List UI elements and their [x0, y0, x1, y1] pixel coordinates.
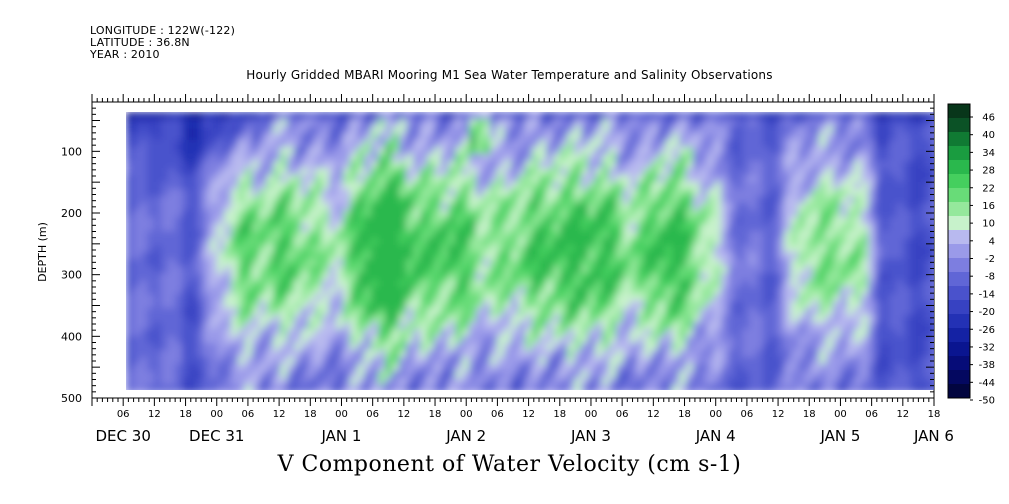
velocity-field: [126, 112, 934, 390]
colorbar-swatch: [948, 314, 970, 329]
axis-ticks: 06 12 18 00 06 12 18 00 06 12 18 00 06 12 18 00 06 12 18 00…: [61, 94, 954, 445]
y-tick-label: 200: [61, 207, 82, 220]
x-tick-label: 00: [210, 409, 223, 420]
colorbar-swatch: [948, 230, 970, 245]
colorbar-swatch: [948, 174, 970, 189]
x-tick-label: 12: [273, 409, 286, 420]
x-tick-label: 12: [397, 409, 410, 420]
colorbar-swatch: [948, 188, 970, 203]
x-day-label: DEC 31: [189, 427, 244, 445]
x-tick-label: 18: [928, 409, 941, 420]
x-tick-label: 18: [553, 409, 566, 420]
x-tick-label: 06: [616, 409, 629, 420]
colorbar-label: 46: [982, 113, 995, 124]
chart-plot: 06 12 18 00 06 12 18 00 06 12 18 00 06 12 18 00 06 12 18 00…: [36, 94, 995, 445]
colorbar-label: -32: [979, 342, 995, 353]
x-day-label: JAN 3: [570, 427, 611, 445]
x-tick-label: 18: [179, 409, 192, 420]
colorbar-swatch: [948, 160, 970, 175]
colorbar-label: 40: [982, 130, 995, 141]
colorbar-swatch: [948, 216, 970, 231]
colorbar-label: -8: [985, 272, 995, 283]
longitude-label: LONGITUDE : 122W(-122): [90, 24, 236, 37]
x-day-label: JAN 1: [320, 427, 361, 445]
colorbar: 46 40 34 28 22 16 10 4 -2 -8 -14 -20 -26 -32 -38 -44 -50: [947, 103, 995, 407]
year-label: YEAR : 2010: [90, 48, 160, 61]
y-tick-label: 100: [61, 145, 82, 158]
x-tick-label: 00: [460, 409, 473, 420]
x-day-label: JAN 2: [445, 427, 486, 445]
colorbar-swatch: [948, 300, 970, 315]
colorbar-label: 28: [982, 166, 995, 177]
x-tick-label: 06: [242, 409, 255, 420]
chart-title: Hourly Gridded MBARI Mooring M1 Sea Wate…: [246, 68, 773, 82]
colorbar-label: -2: [985, 254, 995, 265]
y-axis-label: DEPTH (m): [36, 222, 49, 282]
x-day-label: JAN 6: [913, 427, 954, 445]
variable-label: V Component of Water Velocity (cm s-1): [277, 452, 742, 477]
latitude-label: LATITUDE : 36.8N: [90, 36, 190, 49]
colorbar-swatch: [948, 384, 970, 399]
x-tick-label: 06: [741, 409, 754, 420]
colorbar-label: -14: [979, 289, 995, 300]
x-tick-label: 06: [491, 409, 504, 420]
y-tick-label: 400: [61, 330, 82, 343]
colorbar-label: 16: [982, 201, 995, 212]
x-tick-label: 12: [522, 409, 535, 420]
x-tick-label: 00: [709, 409, 722, 420]
x-day-label: JAN 5: [819, 427, 860, 445]
colorbar-label: 10: [982, 219, 995, 230]
colorbar-swatch: [948, 132, 970, 147]
x-tick-label: 18: [803, 409, 816, 420]
colorbar-swatch: [948, 118, 970, 133]
colorbar-swatch: [948, 202, 970, 217]
x-tick-label: 18: [304, 409, 317, 420]
colorbar-label: -50: [979, 396, 995, 407]
x-tick-label: 00: [335, 409, 348, 420]
x-tick-label: 18: [678, 409, 691, 420]
colorbar-swatch: [948, 356, 970, 371]
colorbar-swatch: [948, 342, 970, 357]
y-tick-label: 500: [61, 392, 82, 405]
colorbar-label: -44: [979, 378, 995, 389]
x-day-label: DEC 30: [96, 427, 151, 445]
x-tick-label: 06: [366, 409, 379, 420]
x-day-label: JAN 4: [695, 427, 736, 445]
x-tick-label: 00: [834, 409, 847, 420]
x-tick-label: 12: [896, 409, 909, 420]
colorbar-swatch: [948, 328, 970, 343]
colorbar-swatch: [948, 104, 970, 119]
colorbar-swatch: [948, 258, 970, 273]
x-tick-label: 06: [865, 409, 878, 420]
x-tick-label: 12: [647, 409, 660, 420]
colorbar-label: 4: [989, 236, 995, 247]
colorbar-swatch: [948, 244, 970, 259]
colorbar-label: -26: [979, 325, 995, 336]
colorbar-label: -38: [979, 360, 995, 371]
colorbar-swatch: [948, 286, 970, 301]
colorbar-swatch: [948, 370, 970, 385]
x-tick-label: 18: [429, 409, 442, 420]
y-tick-label: 300: [61, 269, 82, 282]
x-tick-label: 12: [772, 409, 785, 420]
colorbar-swatch: [948, 272, 970, 287]
colorbar-label: 22: [982, 183, 995, 194]
x-tick-label: 06: [117, 409, 130, 420]
colorbar-label: -20: [979, 307, 995, 318]
colorbar-swatch: [948, 146, 970, 161]
colorbar-label: 34: [982, 148, 995, 159]
x-tick-label: 00: [585, 409, 598, 420]
x-tick-label: 12: [148, 409, 161, 420]
